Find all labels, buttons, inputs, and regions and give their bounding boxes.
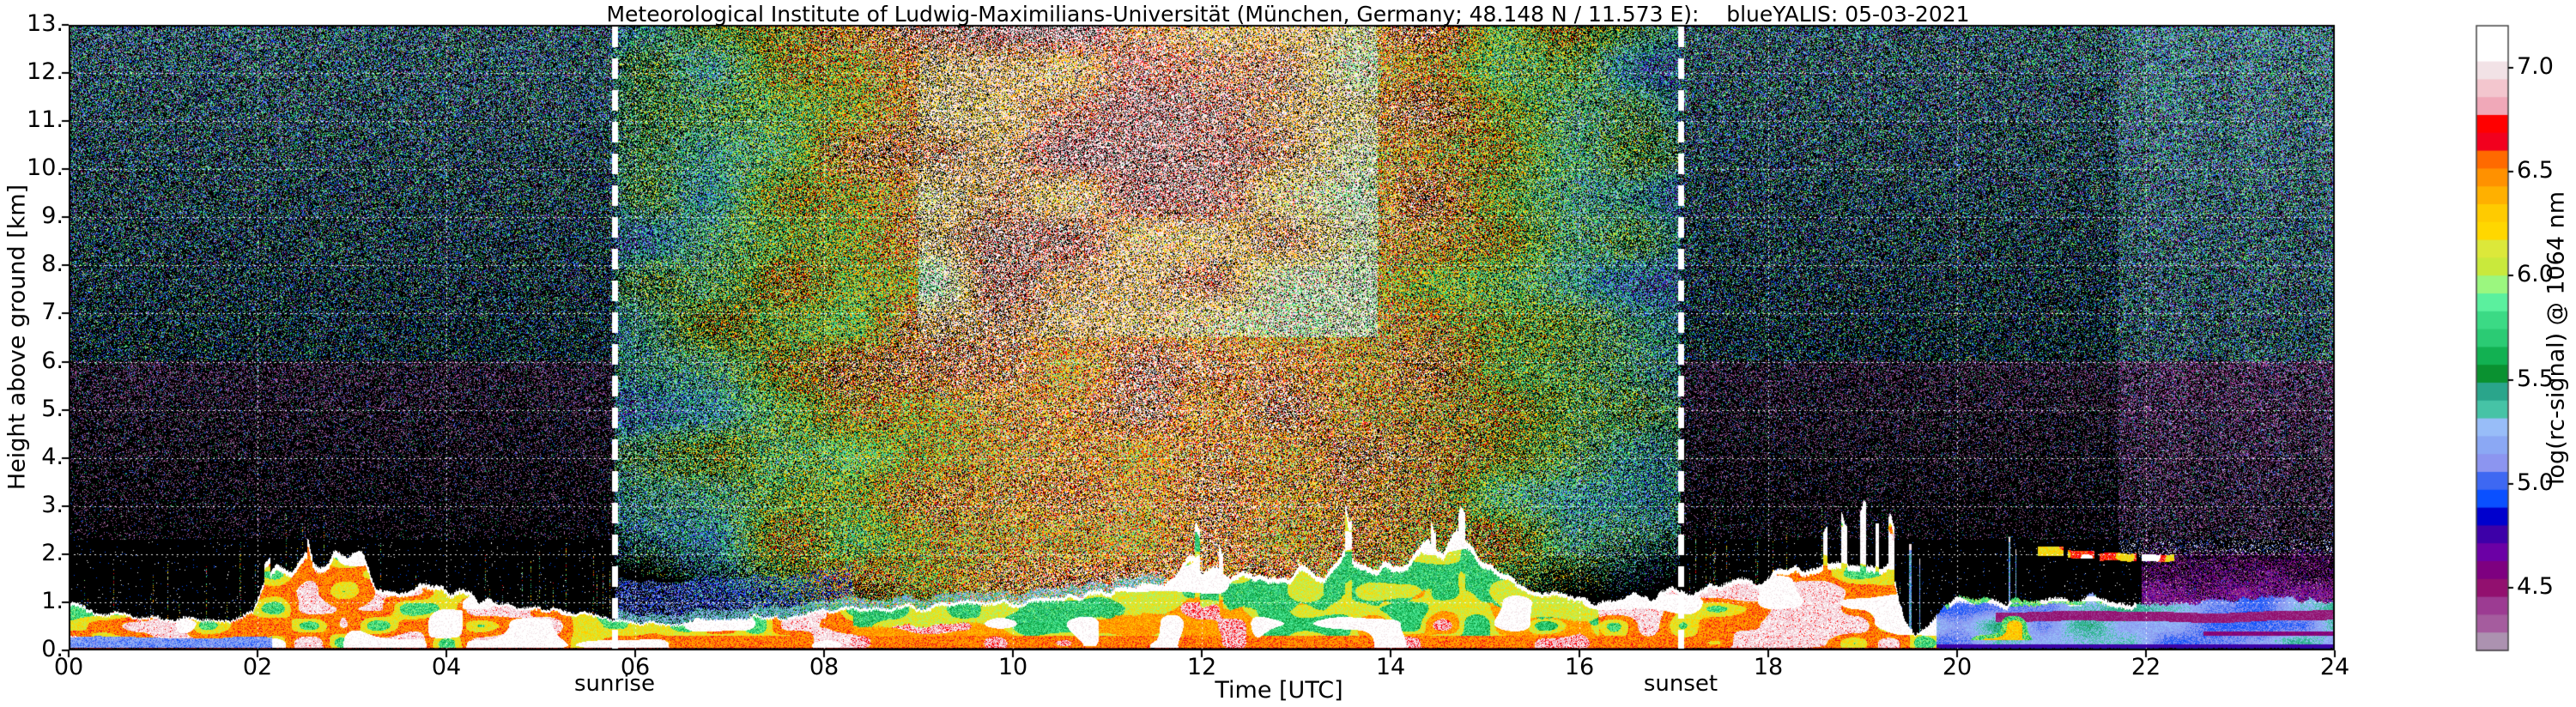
y-tick-label: 13.: [27, 10, 64, 37]
figure-title: Meteorological Institute of Ludwig-Maxim…: [606, 2, 1970, 27]
x-tick-label: 04: [431, 654, 462, 680]
x-tick-label: 10: [997, 654, 1028, 680]
y-tick-label: 11.: [27, 106, 64, 134]
y-tick-label: 10.: [27, 154, 64, 182]
y-tick-label: 1.: [41, 587, 64, 614]
x-tick-label: 24: [2319, 654, 2350, 680]
sunset-annotation: sunset: [1643, 671, 1718, 697]
sunrise-annotation: sunrise: [574, 671, 655, 697]
y-tick-label: 3.: [41, 491, 64, 518]
colorbar-label: log(rc-signal) @ 1064 nm: [2543, 190, 2570, 486]
x-tick-label: 20: [1942, 654, 1973, 680]
y-tick-label: 4.: [41, 443, 64, 470]
colorbar-tick-label: 7.0: [2517, 52, 2554, 80]
colorbar-tick-label: 6.0: [2517, 261, 2554, 288]
y-tick-label: 6.: [41, 347, 64, 374]
x-tick-label: 02: [242, 654, 273, 680]
colorbar-tick-label: 5.5: [2517, 365, 2554, 392]
x-tick-label: 16: [1564, 654, 1595, 680]
x-tick-label: 00: [53, 654, 84, 680]
x-tick-label: 08: [809, 654, 839, 680]
x-tick-label: 12: [1186, 654, 1217, 680]
y-tick-label: 0.: [41, 636, 64, 662]
y-tick-label: 12.: [27, 58, 64, 86]
colorbar-tick-label: 4.5: [2517, 573, 2554, 601]
y-tick-label: 9.: [41, 202, 64, 230]
colorbar-tick-label: 6.5: [2517, 156, 2554, 184]
x-tick-label: 22: [2131, 654, 2161, 680]
y-tick-label: 5.: [41, 395, 64, 422]
y-tick-label: 2.: [41, 539, 64, 566]
x-tick-label: 14: [1375, 654, 1406, 680]
x-axis-label: Time [UTC]: [1215, 677, 1343, 704]
y-tick-label: 8.: [41, 251, 64, 278]
x-tick-label: 18: [1753, 654, 1784, 680]
y-tick-label: 7.: [41, 299, 64, 326]
x-tick-label: 06: [620, 654, 651, 680]
colorbar-tick-label: 5.0: [2517, 468, 2554, 496]
